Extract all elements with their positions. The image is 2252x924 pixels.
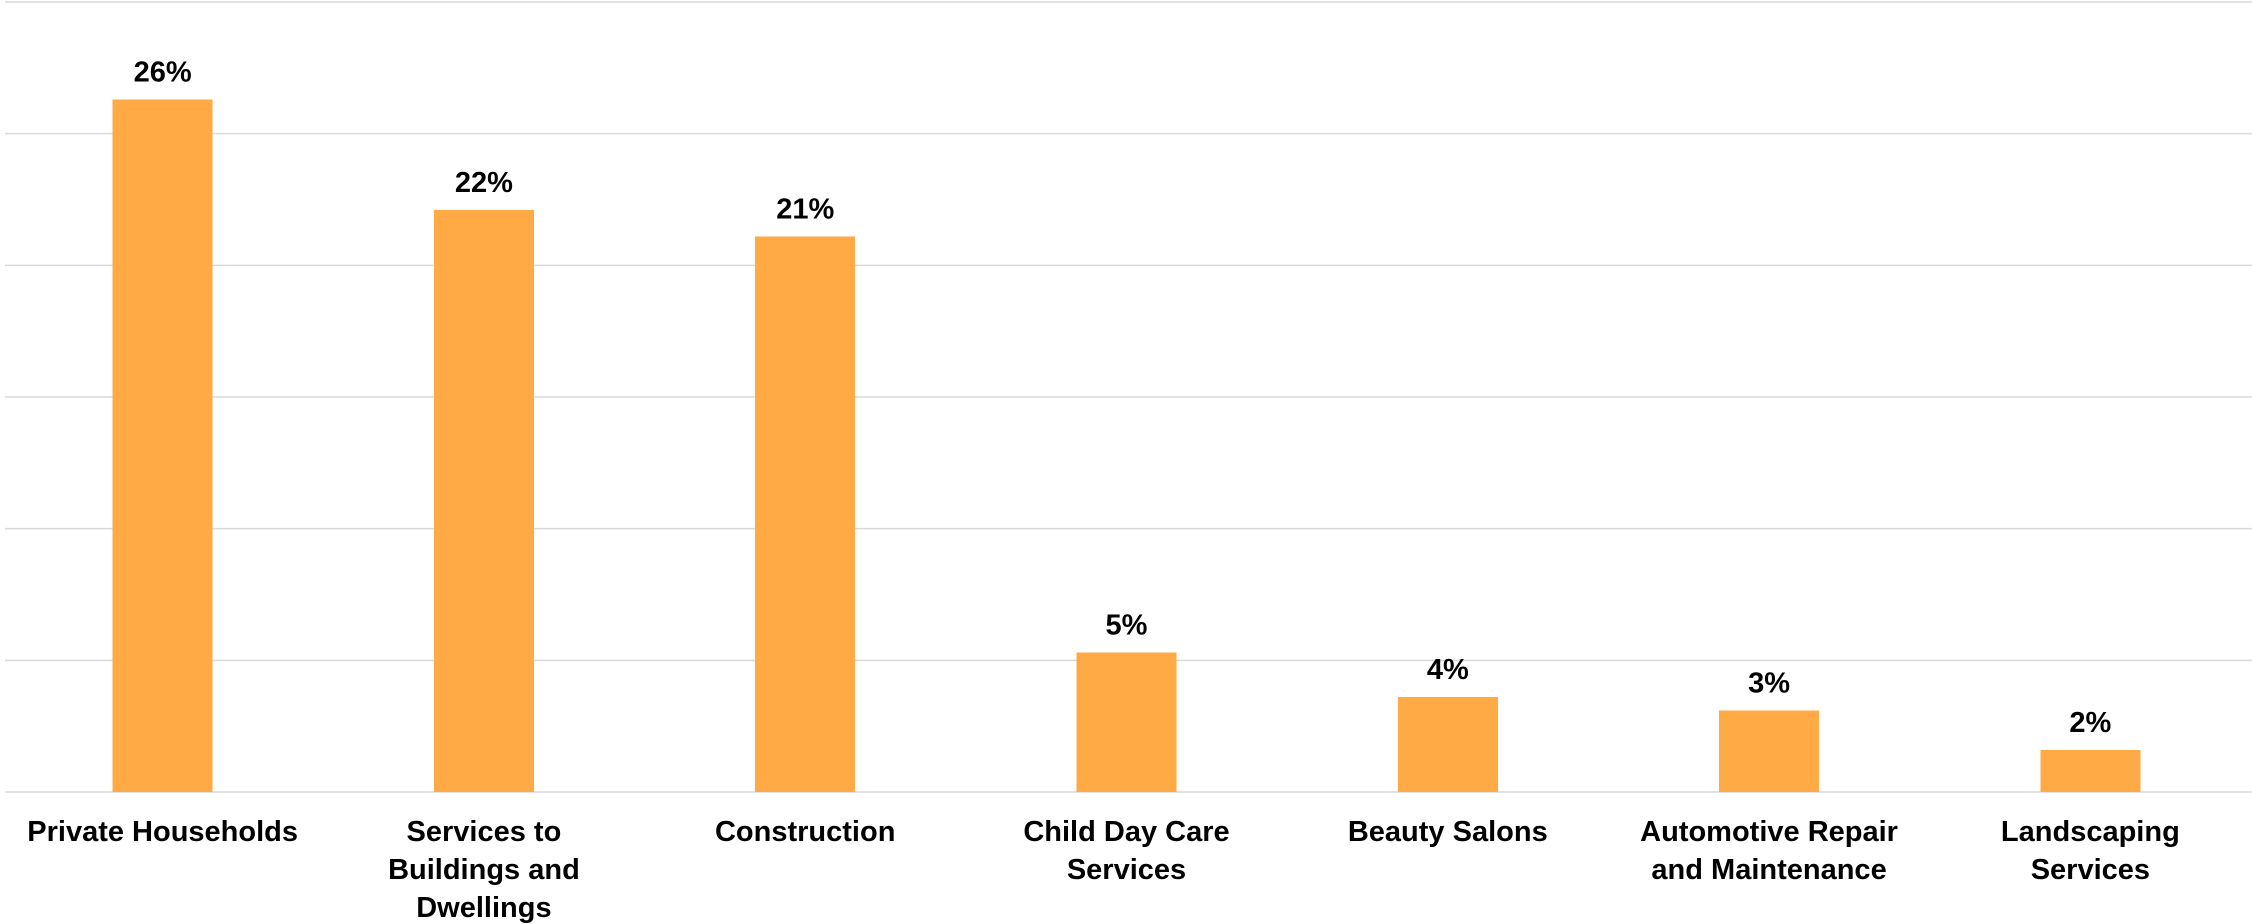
bar: [1397, 697, 1498, 792]
data-labels: 26% 22% 21% 5% 4% 3% 2%: [134, 56, 2112, 738]
gridlines: [5, 1, 2252, 793]
category-label: Landscaping Services: [2001, 816, 2180, 886]
data-label: 3%: [1748, 667, 1790, 699]
category-label-line: Beauty Salons: [1348, 816, 1548, 848]
data-label: 4%: [1427, 654, 1469, 686]
category-label-line: Services: [1067, 854, 1186, 886]
category-label-line: Dwellings: [416, 892, 551, 924]
category-label-line: Private Households: [27, 816, 298, 848]
category-label: Child Day Care Services: [1023, 816, 1229, 886]
category-label-line: Automotive Repair: [1640, 816, 1898, 848]
category-label: Construction: [715, 816, 895, 848]
category-label: Services to Buildings and Dwellings: [388, 816, 580, 924]
data-label: 5%: [1106, 609, 1148, 641]
category-label-line: Buildings and: [388, 854, 580, 886]
category-label-line: Construction: [715, 816, 895, 848]
category-label-line: Services: [2031, 854, 2150, 886]
bar: [1076, 652, 1177, 792]
data-label: 26%: [134, 56, 192, 88]
bars: [112, 99, 2141, 793]
category-label-line: and Maintenance: [1651, 854, 1886, 886]
category-label-line: Child Day Care: [1023, 816, 1229, 848]
bar: [2040, 749, 2141, 792]
category-label: Beauty Salons: [1348, 816, 1548, 848]
bar: [433, 210, 534, 793]
data-label: 22%: [455, 167, 513, 199]
category-label: Private Households: [27, 816, 298, 848]
bar: [755, 236, 856, 792]
category-label: Automotive Repair and Maintenance: [1640, 816, 1898, 886]
data-label: 2%: [2069, 707, 2111, 739]
bar: [112, 99, 213, 792]
bar: [1719, 710, 1820, 792]
category-label-line: Landscaping: [2001, 816, 2180, 848]
category-label-line: Services to: [407, 816, 562, 848]
data-label: 21%: [776, 193, 834, 225]
category-labels: Private Households Services to Buildings a…: [27, 816, 2180, 924]
